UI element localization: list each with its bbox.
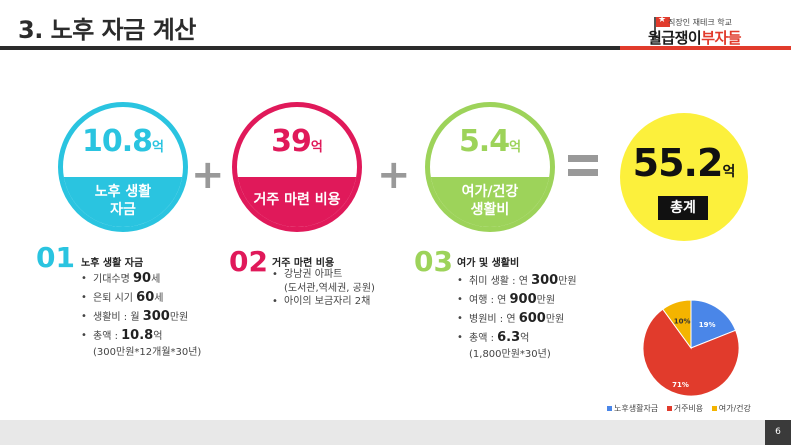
total-unit: 억	[722, 164, 736, 180]
plus-icon: +	[191, 152, 225, 198]
housing-cost-circle: 39억 거주 마련 비용	[232, 102, 362, 232]
logo-text-a: 월급쟁이	[648, 29, 702, 47]
circle-label: 여가/건강	[461, 184, 519, 200]
equals-icon	[568, 155, 598, 179]
page-number: 6	[765, 420, 791, 445]
list-item: 아이의 보금자리 2채	[272, 295, 375, 309]
circle-value: 5.4	[458, 124, 510, 159]
list-item: 기대수명 90세	[81, 270, 201, 289]
legend-item: 노후생활자금	[607, 404, 658, 413]
flag-icon	[656, 17, 670, 27]
star-icon: ★	[658, 15, 667, 25]
list-item: 취미 생활 : 연 300만원	[457, 272, 577, 291]
section-number: 02	[229, 245, 268, 278]
circle-label: 자금	[110, 202, 136, 218]
cost-pie-chart: 19% 71% 10%	[642, 299, 740, 397]
pie-slice	[662, 299, 692, 350]
list-item: 강남권 아파트(도서관,역세권, 공원)	[272, 268, 375, 295]
list-item: 총액 : 10.8억(300만원*12개월*30년)	[81, 327, 201, 359]
circle-label: 거주 마련 비용	[253, 192, 341, 208]
circle-label: 생활비	[470, 202, 510, 218]
logo-text-b: 부자들	[701, 29, 742, 47]
circle-label: 노후 생활	[94, 184, 152, 200]
circle-value: 10.8	[82, 124, 153, 159]
legend-swatch	[711, 406, 717, 411]
list-item: 생활비 : 월 300만원	[81, 308, 201, 327]
list-item: 은퇴 시기 60세	[81, 289, 201, 308]
list-item: 여행 : 연 900만원	[457, 291, 577, 310]
section-number: 03	[414, 245, 453, 278]
list-item: 총액 : 6.3억(1,800만원*30년)	[457, 329, 577, 361]
logo-subtitle: 직장인 재테크 학교	[668, 18, 732, 27]
pie-slice	[690, 299, 737, 349]
section-title: 여가 및 생활비	[457, 258, 520, 269]
section-title: 거주 마련 비용	[272, 258, 335, 269]
list-item: 병원비 : 연 600만원	[457, 310, 577, 329]
plus-icon: +	[377, 152, 411, 198]
chart-legend: 노후생활자금 거주비용 여가/건강	[607, 403, 757, 414]
circle-unit: 억	[509, 140, 522, 155]
total-value: 55.2	[632, 141, 724, 185]
circle-unit: 억	[152, 140, 164, 155]
circle-unit: 억	[310, 140, 323, 155]
section-list: 취미 생활 : 연 300만원 여행 : 연 900만원 병원비 : 연 600…	[457, 272, 577, 361]
section-list: 기대수명 90세 은퇴 시기 60세 생활비 : 월 300만원 총액 : 10…	[81, 270, 201, 359]
pie-data-label: 71%	[672, 381, 689, 389]
pie-data-label: 10%	[674, 318, 691, 326]
logo: 월급쟁이부자들	[648, 27, 742, 48]
footer-bar	[0, 420, 791, 445]
header-divider-accent	[620, 46, 791, 50]
legend-item: 거주비용	[666, 404, 703, 413]
section-list: 강남권 아파트(도서관,역세권, 공원) 아이의 보금자리 2채	[272, 268, 375, 309]
legend-swatch	[666, 406, 672, 411]
section-number: 01	[36, 241, 75, 274]
legend-item: 여가/건강	[711, 404, 751, 413]
pie-data-label: 19%	[699, 321, 716, 329]
total-label: 총계	[658, 196, 708, 220]
page-title: 3. 노후 자금 계산	[18, 16, 196, 44]
header-divider	[0, 46, 791, 50]
total-circle: 55.2억	[620, 113, 748, 241]
legend-swatch	[607, 406, 612, 411]
flag-pole-icon	[654, 17, 656, 39]
circle-value: 39	[271, 124, 312, 159]
pie-slice	[642, 308, 740, 397]
section-title: 노후 생활 자금	[81, 258, 144, 269]
